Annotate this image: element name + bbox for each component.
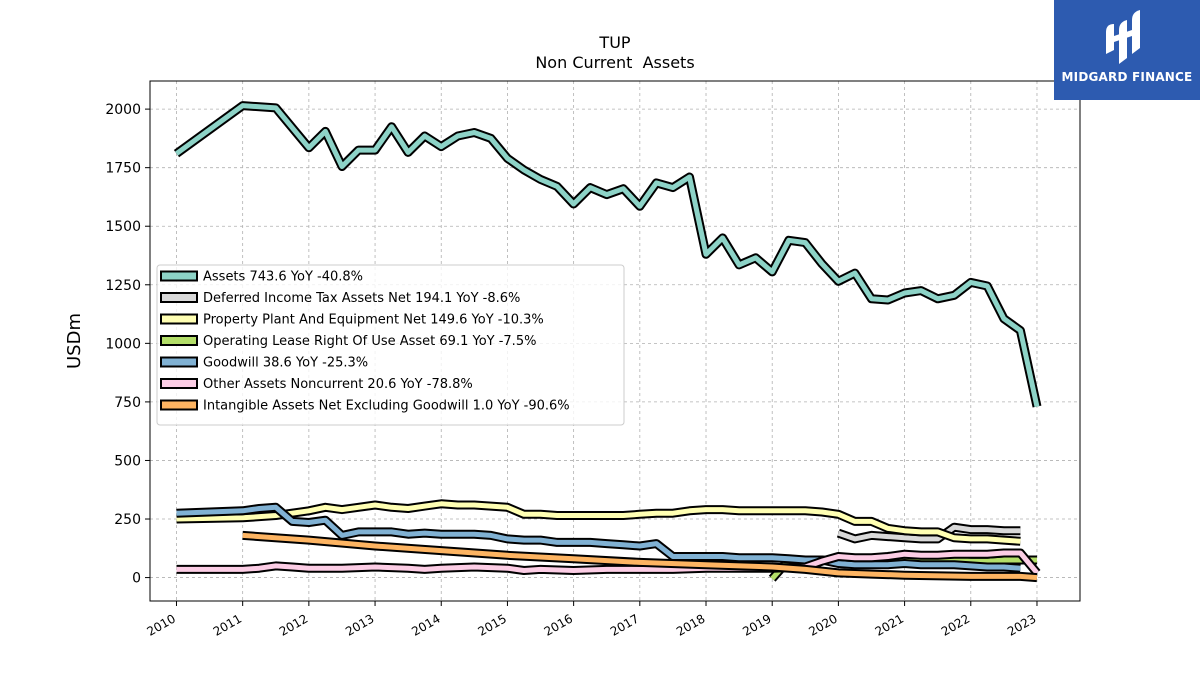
- brand-logo: MIDGARD FINANCE: [1054, 0, 1200, 100]
- legend-swatch: [160, 399, 198, 411]
- y-tick-label: 2000: [105, 102, 141, 118]
- x-tick-label: 2012: [277, 611, 310, 638]
- series-stroke: [242, 532, 1038, 581]
- x-tick-label: 2013: [343, 611, 376, 638]
- legend-label: Deferred Income Tax Assets Net 194.1 YoY…: [203, 291, 520, 306]
- series-stroke: [175, 103, 1040, 408]
- plot-frame: [149, 80, 1081, 602]
- y-tick-label: 1750: [105, 161, 141, 177]
- legend: Assets 743.6 YoY -40.8% Deferred Income T…: [156, 264, 625, 426]
- series-stroke: [176, 501, 1021, 544]
- x-tick-label: 2018: [674, 611, 707, 638]
- x-tick-label: 2010: [145, 611, 178, 638]
- series-stroke: [837, 524, 1021, 542]
- chart-subtitle: Non Current Assets: [535, 53, 694, 72]
- legend-label: Property Plant And Equipment Net 149.6 Y…: [203, 313, 544, 328]
- legend-swatch: [160, 356, 198, 368]
- chart-title: TUP: [598, 33, 630, 52]
- legend-label: Operating Lease Right Of Use Asset 69.1 …: [203, 334, 536, 349]
- x-tick-label: 2017: [608, 611, 641, 638]
- legend-swatch: [160, 270, 198, 282]
- x-axis: 2010 2011 2012 2013 2014 2015 2016 2017 2018 2019…: [145, 601, 1038, 639]
- y-tick-label: 750: [114, 395, 141, 411]
- x-tick-label: 2023: [1005, 611, 1038, 638]
- series-stroke: [176, 504, 1021, 571]
- legend-swatch: [160, 378, 198, 389]
- series-line-2: [176, 499, 1021, 546]
- x-tick-label: 2016: [542, 611, 575, 638]
- series-line-6: [242, 530, 1038, 583]
- series-layer: [173, 101, 1042, 583]
- y-tick-label: 1500: [105, 219, 141, 235]
- legend-label: Other Assets Noncurrent 20.6 YoY -78.8%: [203, 377, 473, 392]
- legend-swatch: [160, 313, 198, 325]
- legend-box: [156, 264, 625, 426]
- x-tick-label: 2021: [873, 611, 906, 638]
- legend-swatch: [160, 335, 198, 346]
- legend-label: Goodwill 38.6 YoY -25.3%: [203, 356, 368, 371]
- x-tick-label: 2015: [475, 611, 508, 638]
- x-tick-label: 2020: [806, 611, 839, 638]
- series-stroke: [176, 550, 1039, 575]
- x-tick-label: 2022: [939, 611, 972, 638]
- logo-mark-icon: [1106, 10, 1140, 64]
- series-line-5: [176, 548, 1041, 576]
- y-axis: 0 250 500 750 1000 1250 1500 1750 2000: [105, 102, 150, 587]
- y-tick-label: 0: [132, 571, 141, 587]
- x-tick-label: 2011: [211, 611, 244, 638]
- series-line-0: [173, 101, 1042, 408]
- y-tick-label: 1000: [105, 336, 141, 352]
- series-line-1: [836, 522, 1021, 544]
- legend-label: Assets 743.6 YoY -40.8%: [203, 270, 363, 285]
- logo-text: MIDGARD FINANCE: [1061, 70, 1193, 84]
- x-tick-label: 2014: [409, 611, 442, 638]
- y-axis-label: USDm: [64, 313, 85, 369]
- x-tick-label: 2019: [740, 611, 773, 638]
- legend-label: Intangible Assets Net Excluding Goodwill…: [203, 399, 570, 414]
- series-line-4: [176, 502, 1021, 573]
- y-tick-label: 1250: [105, 278, 141, 294]
- y-tick-label: 250: [114, 512, 141, 528]
- legend-swatch: [160, 292, 198, 303]
- y-tick-label: 500: [114, 453, 141, 469]
